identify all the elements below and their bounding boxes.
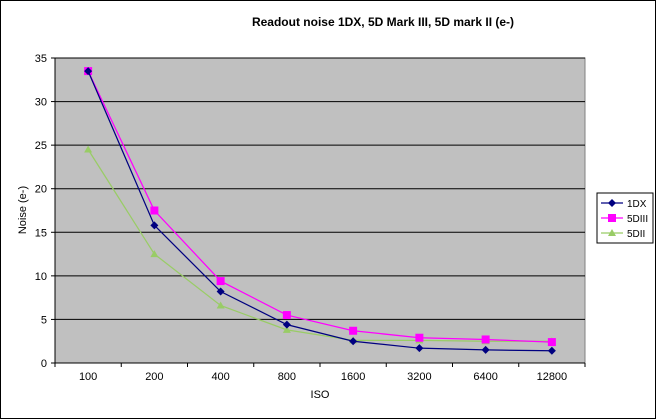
- series-line: [87, 70, 552, 352]
- data-point: [349, 326, 358, 335]
- y-tick-label: 30: [35, 97, 47, 109]
- data-point: [216, 287, 225, 296]
- legend-label: 1DX: [627, 199, 647, 210]
- y-tick-label: 5: [41, 314, 47, 326]
- data-point: [282, 320, 291, 329]
- legend-label: 5DII: [627, 229, 645, 240]
- series-line: [87, 149, 552, 342]
- x-axis-label: ISO: [311, 389, 330, 401]
- legend-label: 5DIII: [627, 214, 648, 225]
- data-point: [282, 325, 291, 333]
- legend-marker: [608, 214, 616, 222]
- data-point: [481, 345, 490, 354]
- data-point: [84, 67, 93, 76]
- data-point: [216, 301, 225, 309]
- y-tick-label: 25: [35, 140, 47, 152]
- data-series: [84, 67, 556, 355]
- x-tick-label: 1600: [341, 371, 365, 383]
- x-tick-labels: 100 200 400 800 1600 3200 6400 12800: [54, 363, 586, 383]
- plot-area: [54, 57, 586, 364]
- x-tick-label: 400: [211, 371, 229, 383]
- series-1dx: [84, 67, 556, 355]
- y-tick-labels: 0 5 10 15 20 25 30 35: [35, 53, 55, 370]
- y-tick-label: 35: [35, 53, 47, 65]
- data-point: [481, 335, 490, 344]
- y-tick-label: 10: [35, 271, 47, 283]
- data-point: [415, 333, 424, 342]
- y-tick-label: 0: [41, 358, 47, 370]
- legend: 1DX 5DIII 5DII: [596, 192, 654, 244]
- x-tick-label: 100: [79, 371, 97, 383]
- y-axis-label: Noise (e-): [17, 186, 29, 234]
- gridlines: [55, 57, 585, 320]
- data-point: [547, 346, 556, 355]
- y-tick-label: 20: [35, 184, 47, 196]
- x-tick-label: 3200: [407, 371, 431, 383]
- data-point: [349, 337, 358, 346]
- series-line: [87, 70, 552, 343]
- x-tick-label: 12800: [537, 371, 568, 383]
- data-point: [415, 344, 424, 353]
- legend-marker: [608, 199, 616, 207]
- data-point: [150, 250, 159, 258]
- x-tick-label: 200: [145, 371, 163, 383]
- chart-title: Readout noise 1DX, 5D Mark III, 5D mark …: [252, 15, 514, 29]
- x-tick-label: 800: [278, 371, 296, 383]
- y-tick-label: 15: [35, 227, 47, 239]
- legend-marker: [608, 229, 616, 236]
- data-point: [216, 277, 225, 286]
- data-point: [547, 338, 556, 347]
- data-point: [84, 145, 93, 153]
- data-point: [150, 206, 159, 215]
- data-point: [282, 311, 291, 320]
- x-tick-label: 6400: [473, 371, 497, 383]
- data-point: [150, 221, 159, 230]
